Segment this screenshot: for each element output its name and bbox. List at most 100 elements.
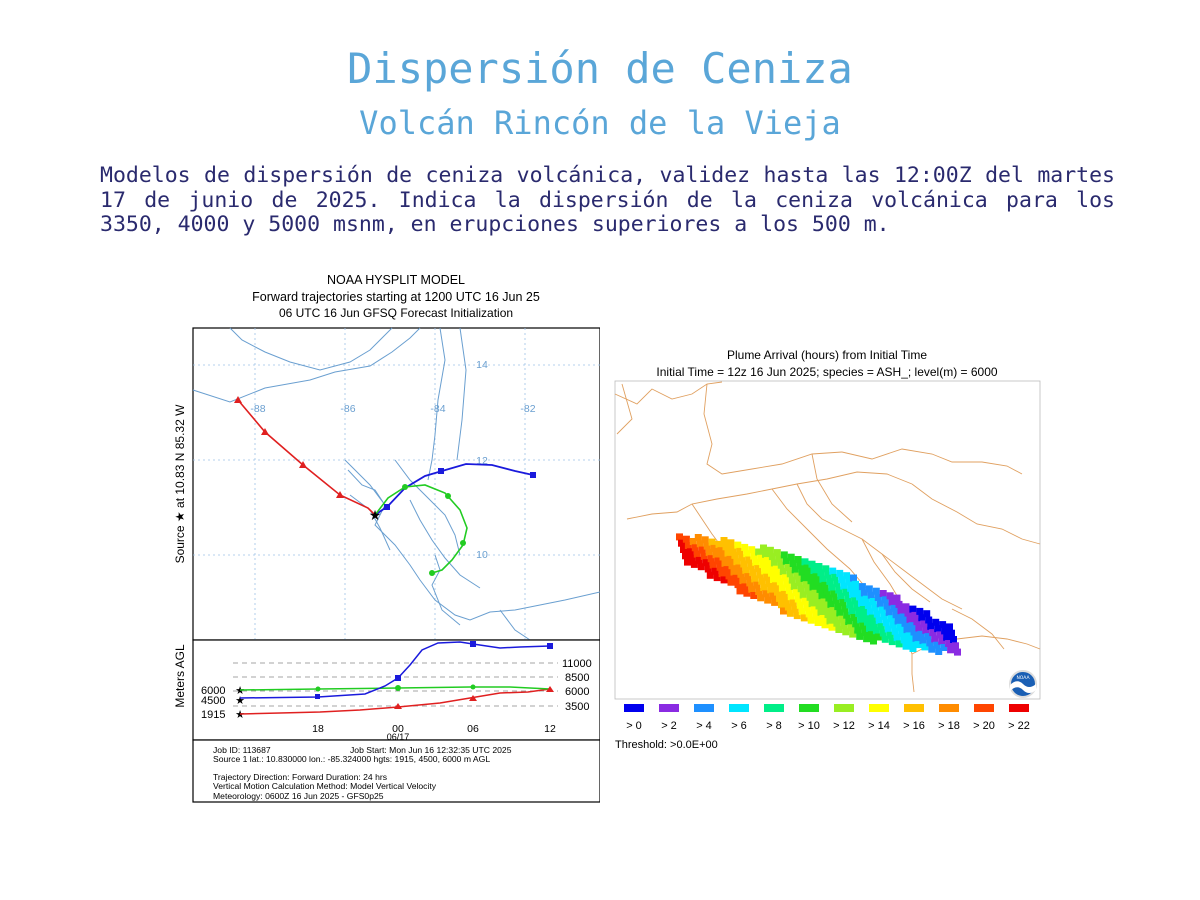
- ash-cell: [713, 574, 721, 582]
- ash-cell: [700, 552, 708, 560]
- ash-cell: [813, 596, 821, 604]
- ash-cell: [805, 610, 813, 618]
- ash-cell: [900, 636, 908, 644]
- ash-cell: [750, 592, 758, 599]
- ash-cell: [803, 564, 811, 572]
- ash-cell: [870, 637, 877, 645]
- ash-cell: [822, 604, 830, 612]
- ash-cell: [940, 644, 948, 651]
- ash-cell: [765, 580, 773, 587]
- ash-cell: [897, 607, 905, 615]
- ash-cell: [854, 587, 861, 595]
- ash-cell: [853, 603, 861, 611]
- ash-cell: [736, 547, 744, 555]
- ash-cell: [697, 563, 705, 571]
- ash-cell: [715, 540, 723, 548]
- legend-label: > 14: [868, 720, 890, 732]
- ash-cell: [815, 602, 823, 610]
- info-panel-frame: [192, 739, 600, 803]
- ash-cell: [829, 567, 837, 575]
- ash-cell: [877, 623, 885, 631]
- ash-cell: [704, 565, 712, 573]
- ash-cell: [689, 538, 697, 545]
- vertical-motion: Vertical Motion Calculation Method: Mode…: [213, 781, 437, 791]
- ash-cell: [891, 627, 899, 635]
- ash-cell: [788, 576, 796, 584]
- ash-cell: [682, 552, 689, 560]
- time-tick-label: 12: [544, 723, 556, 735]
- ash-cell: [770, 576, 777, 583]
- ash-cell: [839, 599, 847, 607]
- ash-cell: [799, 591, 807, 599]
- ash-cell: [812, 573, 820, 581]
- ash-cell: [886, 631, 894, 639]
- ash-cell: [847, 584, 855, 592]
- legend-label: > 8: [766, 720, 782, 732]
- ash-cell: [762, 550, 769, 558]
- ash-cell: [800, 614, 808, 622]
- ash-cell: [801, 597, 809, 605]
- ash-cell: [843, 572, 851, 580]
- ash-cell: [856, 632, 864, 640]
- ash-cell: [797, 585, 805, 593]
- ash-cell: [789, 560, 797, 567]
- ash-cell: [686, 548, 694, 556]
- ash-cell: [794, 595, 802, 603]
- ash-cell: [866, 624, 873, 632]
- ash-cell: [919, 637, 927, 645]
- ash-cell: [803, 604, 811, 612]
- ash-cell: [899, 613, 907, 621]
- ash-cell: [749, 569, 757, 577]
- ash-cell: [734, 541, 742, 549]
- ash-cell: [828, 584, 836, 592]
- ash-cell: [856, 593, 863, 601]
- ash-cell: [823, 588, 831, 596]
- height-label-left: 4500: [201, 695, 225, 707]
- ash-cell: [760, 584, 768, 591]
- ash-cell: [742, 566, 750, 574]
- ash-cell: [950, 636, 957, 643]
- ash-cell: [926, 639, 934, 647]
- ash-cell: [945, 640, 953, 647]
- ash-cell: [874, 594, 882, 601]
- lon-tick-label: -86: [340, 403, 355, 415]
- ash-cell: [793, 612, 801, 620]
- ash-cell: [952, 642, 959, 650]
- ash-cell: [733, 558, 741, 566]
- trajectory-map-coastlines: [192, 327, 600, 641]
- ash-cell: [703, 542, 711, 550]
- ash-cell: [882, 619, 890, 627]
- ash-cell: [757, 554, 765, 562]
- ash-cell: [720, 537, 728, 544]
- ash-cell: [764, 557, 771, 565]
- ash-cell: [691, 544, 699, 552]
- legend-swatch: [799, 704, 819, 712]
- legend-label: > 20: [973, 720, 995, 732]
- ash-cell: [857, 616, 865, 624]
- ash-cell: [768, 553, 776, 561]
- ash-cell: [680, 546, 687, 553]
- ash-cell: [943, 633, 951, 641]
- ash-cell: [881, 635, 889, 643]
- ash-cell: [928, 645, 936, 653]
- ash-cell: [808, 560, 816, 568]
- legend-swatch: [834, 704, 854, 712]
- ash-cell: [920, 620, 928, 628]
- ash-cell: [682, 535, 690, 543]
- ash-cell: [938, 637, 946, 645]
- trajectory-title-2: Forward trajectories starting at 1200 UT…: [252, 290, 540, 304]
- ash-cell: [807, 577, 815, 585]
- ash-cell: [768, 569, 775, 577]
- ash-cell: [947, 646, 955, 654]
- ash-cell: [836, 609, 844, 617]
- ash-cell: [841, 605, 849, 613]
- ash-cell: [931, 635, 939, 643]
- ash-cell: [791, 566, 799, 574]
- ash-cell: [810, 606, 818, 614]
- ash-cell: [776, 594, 783, 602]
- legend-label: > 0: [626, 720, 642, 732]
- ash-cell: [916, 607, 924, 615]
- ash-cell: [852, 620, 860, 628]
- ash-cell: [750, 552, 758, 560]
- job-start: Job Start: Mon Jun 16 12:32:35 UTC 2025: [350, 745, 512, 755]
